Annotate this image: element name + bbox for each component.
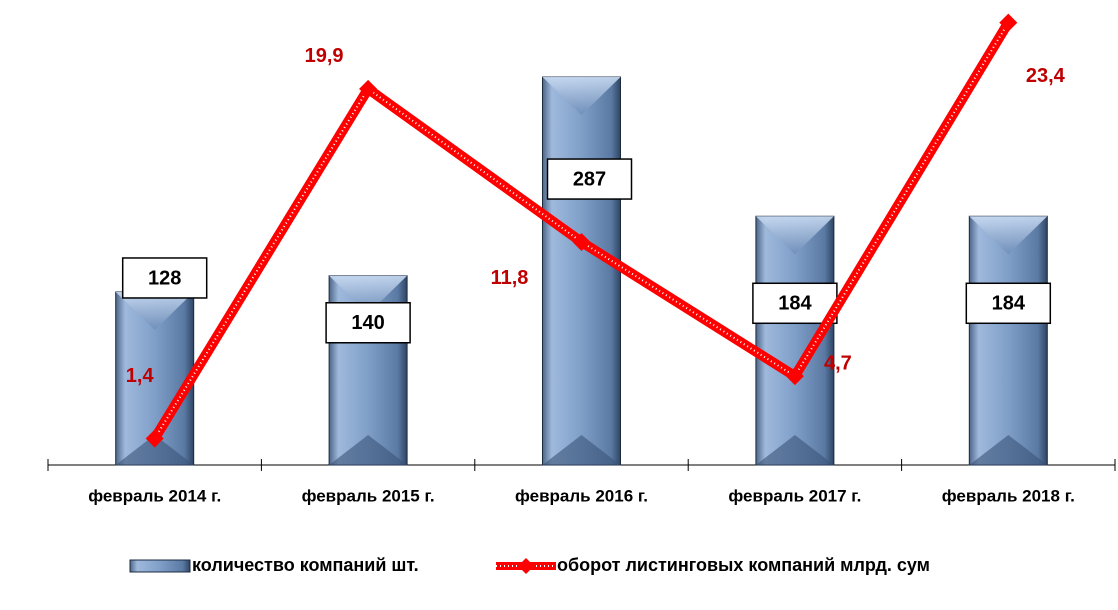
bar-bevel <box>329 435 408 465</box>
bar-bevel <box>542 77 621 116</box>
bar-bevel <box>755 216 834 255</box>
line-marker <box>359 79 378 98</box>
value-label: 184 <box>778 293 812 315</box>
value-label-box <box>325 302 411 344</box>
legend-swatch <box>129 559 191 573</box>
bar-bevel <box>115 435 194 465</box>
bar-bevel <box>542 435 621 465</box>
bar-bevel <box>329 275 408 314</box>
x-tick-label: февраль 2018 г. <box>942 486 1075 505</box>
line-marker <box>572 232 591 251</box>
value-label: 23,4 <box>1026 65 1066 87</box>
legend-label: количество компаний шт. <box>192 555 419 575</box>
x-tick-label: февраль 2015 г. <box>302 486 435 505</box>
x-tick-label: февраль 2017 г. <box>728 486 861 505</box>
bar-bevel <box>969 435 1048 465</box>
value-label-box <box>752 282 838 325</box>
value-label: 1,4 <box>126 365 155 387</box>
bar-bevel <box>115 291 194 330</box>
line-marker <box>145 429 164 448</box>
bar-bevel <box>969 216 1048 255</box>
x-tick-label: февраль 2016 г. <box>515 486 648 505</box>
line-marker <box>999 13 1018 32</box>
value-label-box <box>121 257 208 299</box>
legend-marker <box>518 558 534 574</box>
bar-group <box>968 215 1048 466</box>
value-label: 184 <box>992 293 1026 315</box>
bar-group <box>542 76 621 466</box>
value-label: 19,9 <box>305 45 344 67</box>
value-label: 4,7 <box>824 352 852 374</box>
bar <box>542 76 621 466</box>
bar-bevel <box>755 435 834 465</box>
legend-label: оборот листинговых компаний млрд. сум <box>557 555 930 575</box>
value-label: 128 <box>148 267 181 289</box>
value-label: 140 <box>351 312 384 334</box>
bar <box>968 215 1048 466</box>
value-label: 11,8 <box>491 267 529 289</box>
value-label-box <box>546 158 633 200</box>
bar-group <box>755 215 835 466</box>
line-marker <box>785 367 804 386</box>
value-label: 287 <box>573 168 606 190</box>
x-tick-label: февраль 2014 г. <box>88 486 221 505</box>
value-label-box <box>965 282 1052 325</box>
